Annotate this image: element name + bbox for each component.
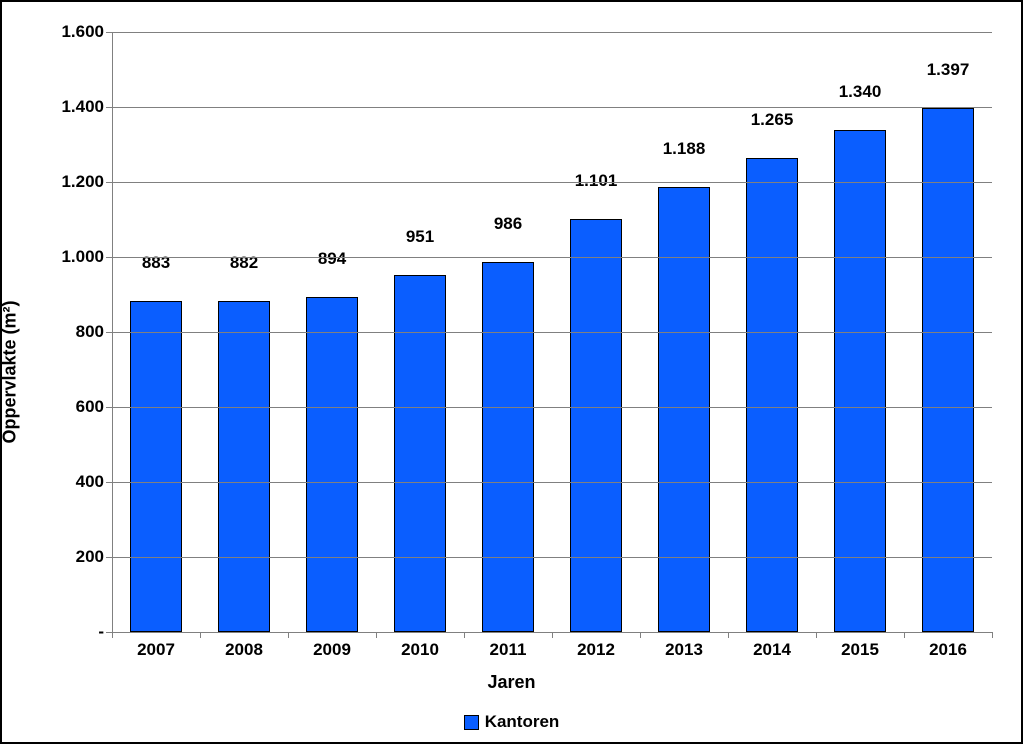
- y-tick-label: 1.400: [61, 97, 104, 117]
- x-tick-label: 2015: [841, 640, 879, 660]
- x-tick-label: 2013: [665, 640, 703, 660]
- y-tick-label: 1.000: [61, 247, 104, 267]
- x-tick-label: 2009: [313, 640, 351, 660]
- legend-swatch: [464, 715, 479, 730]
- y-tick-label: 800: [76, 322, 104, 342]
- chart-frame: Oppervlakte (m²) 88320078822008894200995…: [0, 0, 1023, 744]
- bar-value-label: 1.188: [663, 139, 706, 163]
- x-tick-label: 2014: [753, 640, 791, 660]
- x-tick-label: 2011: [490, 640, 527, 660]
- legend-item: Kantoren: [464, 712, 560, 732]
- bar: [394, 275, 447, 632]
- bar-value-label: 1.340: [839, 82, 882, 106]
- legend-label: Kantoren: [485, 712, 560, 732]
- legend: Kantoren: [2, 712, 1021, 735]
- x-tick-mark: [464, 632, 465, 638]
- x-axis-title: Jaren: [2, 672, 1021, 693]
- x-tick-mark: [288, 632, 289, 638]
- x-tick-mark: [992, 632, 993, 638]
- grid-line: [112, 32, 992, 33]
- x-tick-mark: [552, 632, 553, 638]
- grid-line: [112, 107, 992, 108]
- x-tick-mark: [200, 632, 201, 638]
- bar: [922, 108, 975, 632]
- y-tick-label: -: [98, 622, 104, 642]
- grid-line: [112, 482, 992, 483]
- bar: [746, 158, 799, 632]
- y-tick-mark: [106, 557, 112, 558]
- grid-line: [112, 182, 992, 183]
- y-tick-label: 600: [76, 397, 104, 417]
- grid-line: [112, 257, 992, 258]
- y-tick-label: 1.600: [61, 22, 104, 42]
- y-tick-mark: [106, 407, 112, 408]
- x-tick-mark: [728, 632, 729, 638]
- bar-value-label: 1.265: [751, 110, 794, 134]
- x-tick-mark: [112, 632, 113, 638]
- bar: [218, 301, 271, 632]
- bar-value-label: 986: [494, 214, 522, 238]
- x-tick-mark: [816, 632, 817, 638]
- bar: [306, 297, 359, 632]
- x-tick-mark: [640, 632, 641, 638]
- x-tick-label: 2012: [577, 640, 615, 660]
- x-tick-label: 2007: [137, 640, 175, 660]
- x-tick-mark: [904, 632, 905, 638]
- plot-area: 883200788220088942009951201098620111.101…: [112, 32, 992, 632]
- y-tick-mark: [106, 32, 112, 33]
- y-tick-label: 400: [76, 472, 104, 492]
- grid-line: [112, 332, 992, 333]
- y-tick-mark: [106, 107, 112, 108]
- y-axis-title: Oppervlakte (m²): [0, 300, 21, 443]
- y-tick-mark: [106, 257, 112, 258]
- bar-value-label: 951: [406, 227, 434, 251]
- x-tick-mark: [376, 632, 377, 638]
- x-tick-label: 2010: [401, 640, 439, 660]
- y-tick-mark: [106, 182, 112, 183]
- bar: [130, 301, 183, 632]
- bar: [482, 262, 535, 632]
- y-tick-label: 1.200: [61, 172, 104, 192]
- grid-line: [112, 557, 992, 558]
- bar: [658, 187, 711, 633]
- y-tick-label: 200: [76, 547, 104, 567]
- y-tick-mark: [106, 482, 112, 483]
- grid-line: [112, 407, 992, 408]
- bar-value-label: 1.397: [927, 60, 970, 84]
- x-tick-label: 2016: [929, 640, 967, 660]
- y-tick-mark: [106, 332, 112, 333]
- bar: [570, 219, 623, 632]
- bar-value-label: 894: [318, 249, 346, 273]
- x-tick-label: 2008: [225, 640, 263, 660]
- bar-value-label: 1.101: [575, 171, 618, 195]
